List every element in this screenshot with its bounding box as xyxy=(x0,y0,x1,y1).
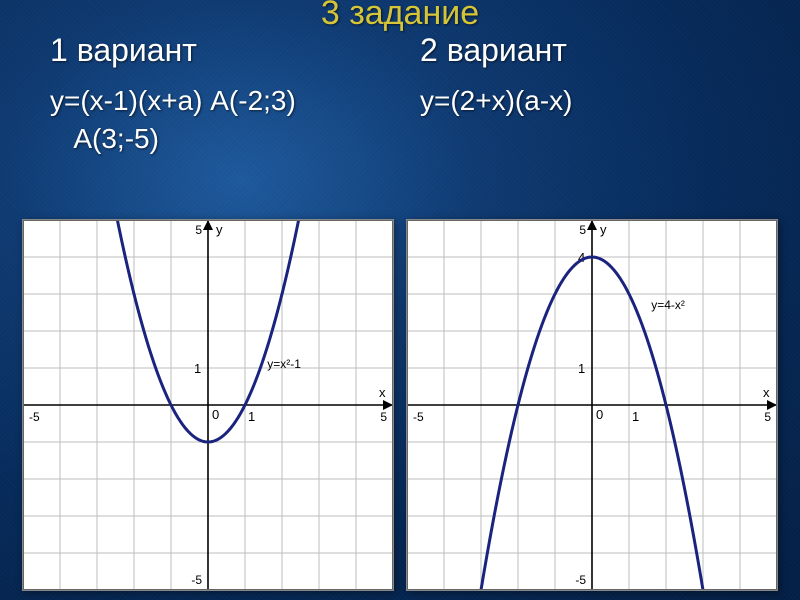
svg-text:5: 5 xyxy=(195,223,202,237)
chart-right: 1104-55-55xyy=4-x² xyxy=(406,219,778,591)
svg-text:y: y xyxy=(216,222,223,237)
svg-text:0: 0 xyxy=(212,407,219,422)
svg-text:-5: -5 xyxy=(29,410,40,424)
svg-text:1: 1 xyxy=(578,361,585,376)
svg-text:0: 0 xyxy=(596,407,603,422)
variant-2-equation-line1: y=(2+x)(a-x) xyxy=(420,82,572,120)
svg-text:-5: -5 xyxy=(191,573,202,587)
variant-1-heading: 1 вариант xyxy=(50,32,197,69)
svg-text:1: 1 xyxy=(632,409,639,424)
svg-text:5: 5 xyxy=(764,410,771,424)
slide-title: 3 задание xyxy=(0,0,800,33)
svg-text:-5: -5 xyxy=(575,573,586,587)
svg-text:5: 5 xyxy=(579,223,586,237)
chart-left: 1 1 0 -5 5 -5 5 x y y=x²-1 xyxy=(22,219,394,591)
variant-1-equation-line2: А(3;-5) xyxy=(50,120,159,158)
slide-content: 3 задание 1 вариант 2 вариант y=(x-1)(x+… xyxy=(0,0,800,600)
svg-text:1: 1 xyxy=(248,409,255,424)
svg-text:1: 1 xyxy=(194,361,201,376)
svg-text:y=4-x²: y=4-x² xyxy=(651,298,685,312)
svg-text:x: x xyxy=(763,385,770,400)
variant-2-heading: 2 вариант xyxy=(420,32,567,69)
variant-1-equation-line1: y=(x-1)(x+a) А(-2;3) xyxy=(50,82,296,120)
svg-text:-5: -5 xyxy=(413,410,424,424)
svg-text:y: y xyxy=(600,222,607,237)
svg-text:y=x²-1: y=x²-1 xyxy=(267,357,301,371)
svg-text:x: x xyxy=(379,385,386,400)
svg-text:5: 5 xyxy=(380,410,387,424)
